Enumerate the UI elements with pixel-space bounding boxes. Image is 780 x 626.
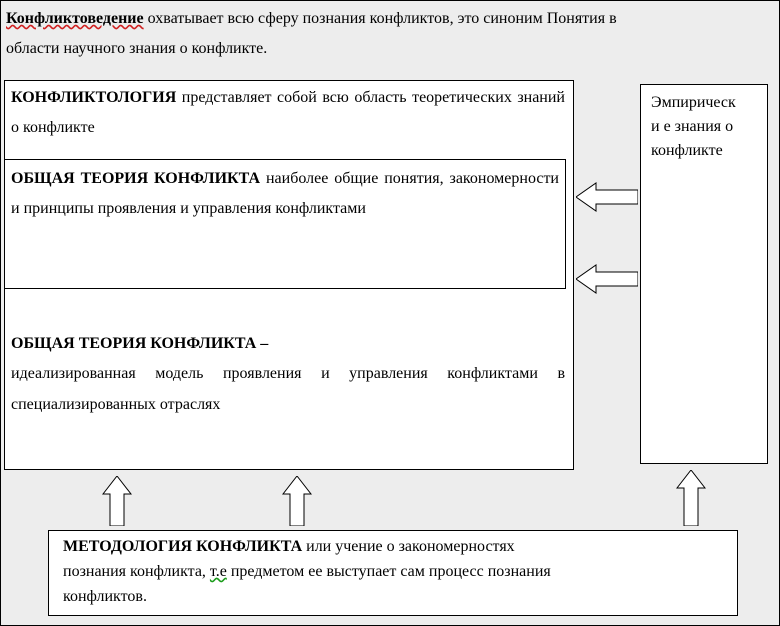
right-box-text: Эмпирическ и е знания о конфликте [651,91,763,163]
methodology-title: МЕТОДОЛОГИЯ КОНФЛИКТА [63,538,302,555]
methodology-rest1: или учение о закономерностях [302,538,515,555]
inner-theory-box: ОБЩАЯ ТЕОРИЯ КОНФЛИКТА наиболее общие по… [4,159,566,289]
konfliktologia-title: КОНФЛИКТОЛОГИЯ [11,89,176,106]
methodology-rest3: конфликтов. [63,588,147,605]
lower-theory-block: ОБЩАЯ ТЕОРИЯ КОНФЛИКТА – идеализированна… [11,329,565,420]
lower-theory-rest: идеализированная модель проявления и упр… [11,359,565,420]
arrow-left-1 [576,182,638,212]
methodology-rest2a: познания конфликта, [63,563,210,580]
methodology-rest2b: т.е [210,563,227,580]
arrow-left-2 [576,264,638,294]
top-line2: области научного знания о конфликте. [6,40,267,57]
right-line3: конфликте [651,142,723,159]
right-empirical-box: Эмпирическ и е знания о конфликте [640,84,768,464]
lower-theory-title: ОБЩАЯ ТЕОРИЯ КОНФЛИКТА – [11,329,565,359]
right-line1: Эмпирическ [651,94,736,111]
arrow-up-2 [282,476,312,526]
arrow-up-1 [102,476,132,526]
methodology-rest2c: предметом ее выступает сам процесс позна… [227,563,551,580]
inner-theory-title: ОБЩАЯ ТЕОРИЯ КОНФЛИКТА [11,170,260,187]
arrow-up-3 [676,470,706,526]
left-main-box: КОНФЛИКТОЛОГИЯ представляет собой всю об… [4,80,574,470]
right-line2: и е знания о [651,118,733,135]
top-lead-word: Конфликтоведение [6,10,144,27]
konfliktologia-block: КОНФЛИКТОЛОГИЯ представляет собой всю об… [11,83,565,144]
top-line1-rest: охватывает всю сферу познания конфликтов… [144,10,617,27]
top-paragraph: Конфликтоведение охватывает всю сферу по… [6,4,766,65]
bottom-methodology-box: МЕТОДОЛОГИЯ КОНФЛИКТА или учение о закон… [48,530,738,616]
inner-theory-text: ОБЩАЯ ТЕОРИЯ КОНФЛИКТА наиболее общие по… [11,164,559,225]
bottom-text: МЕТОДОЛОГИЯ КОНФЛИКТА или учение о закон… [63,535,723,609]
